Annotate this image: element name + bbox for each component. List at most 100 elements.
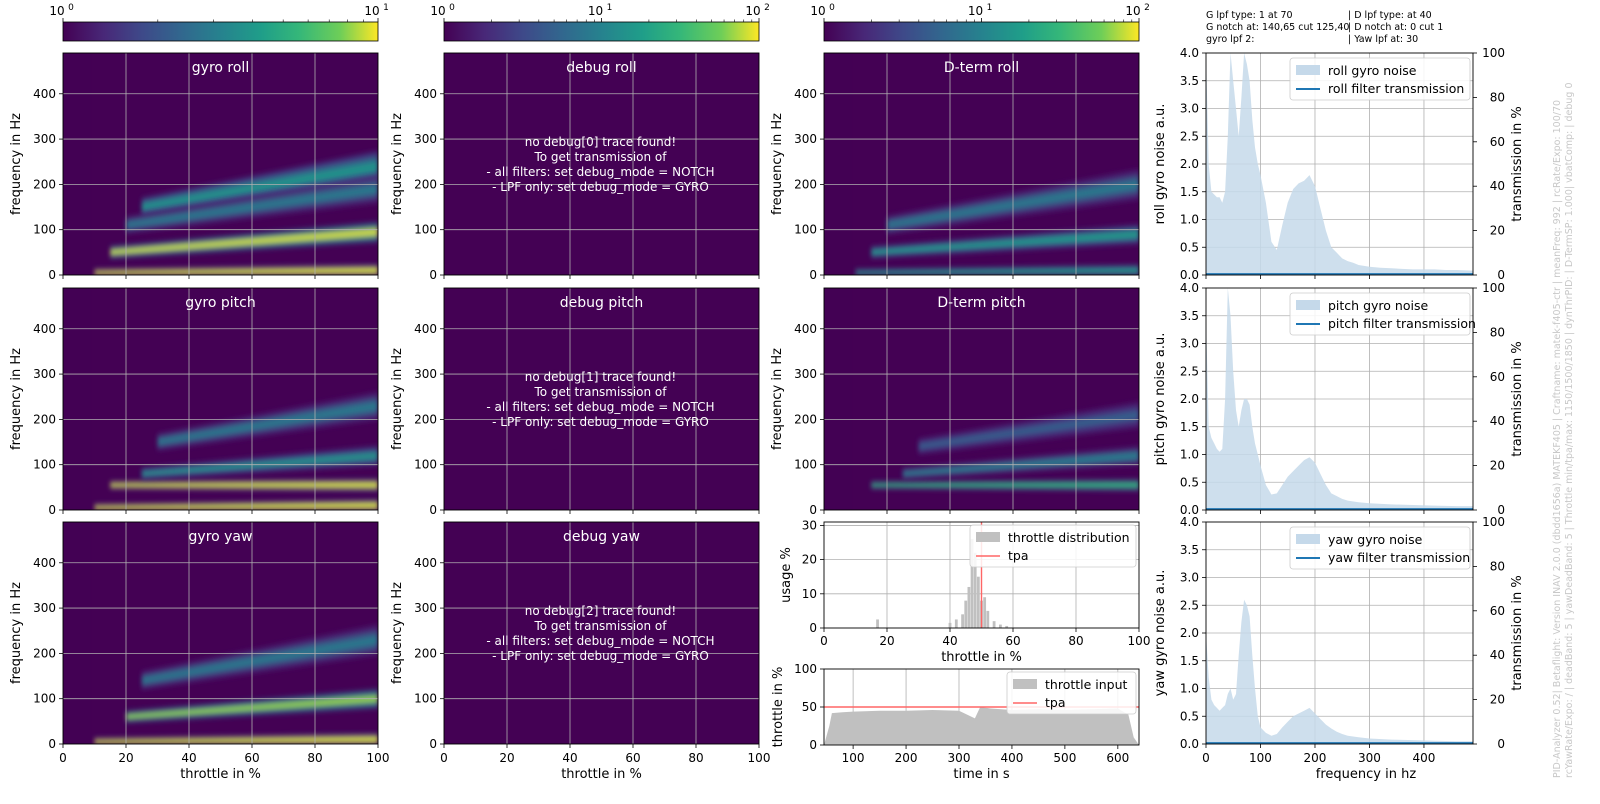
legend-noise-label: yaw gyro noise	[1328, 532, 1423, 547]
y-tick-label: 1.0	[1180, 213, 1199, 227]
noise-y-label: roll gyro noise a.u.	[1153, 104, 1168, 225]
colorbar-tick-label: 10	[968, 4, 983, 18]
x-tick-label: 400	[1000, 751, 1023, 765]
y-tick-label: 100	[414, 692, 437, 706]
y-tick-label: 2.5	[1180, 364, 1199, 378]
right-tick-label: 60	[1490, 370, 1505, 384]
colorbar-tick-label: 10	[745, 4, 760, 18]
y-tick-label: 200	[414, 646, 437, 660]
legend-box	[1289, 526, 1471, 570]
throttle-distribution-plot: 0 20 40 60 80 100 0 10 20 30 throttle distribution…	[779, 518, 1150, 665]
heatmap-low-throttle	[63, 288, 92, 510]
y-tick-label: 3.0	[1180, 337, 1199, 351]
y-axis-label: frequency in Hz	[9, 348, 24, 450]
x-tick-label: 80	[688, 751, 703, 765]
hist-bar	[976, 576, 980, 628]
colorbars: 10 0 10 1 10 0 10 1 10 2 10 0 10 1 10 2	[49, 3, 1150, 42]
colorbar-tick-exponent: 1	[607, 3, 613, 13]
right-tick-label: 40	[1490, 179, 1505, 193]
spectrogram-debug-yaw: 0 20 40 60 80 100 0 100 200 300 400 debug yaw freque…	[390, 521, 770, 782]
heatmap-body	[63, 522, 378, 744]
heatmap-band	[871, 225, 1139, 258]
y-tick-label: 300	[33, 132, 56, 146]
y-tick-label: 400	[414, 556, 437, 570]
noise-legend: yaw gyro noise yaw filter transmission	[1289, 526, 1471, 570]
y-tick-label: 2.5	[1180, 129, 1199, 143]
colorbar-tick-label: 10	[810, 4, 825, 18]
y-tick-label: 2.5	[1180, 598, 1199, 612]
header-right-line-1: | D lpf type: at 40	[1348, 10, 1432, 21]
x-tick-label: 20	[499, 751, 514, 765]
colorbar-tick-exponent: 2	[1144, 3, 1150, 13]
heatmap-band	[157, 392, 378, 451]
right-tick-label: 80	[1490, 90, 1505, 104]
colorbar-tick-exponent: 2	[764, 3, 770, 13]
x-tick-label: 60	[1005, 634, 1020, 648]
y-tick-label: 1.5	[1180, 185, 1199, 199]
heatmap-low-throttle	[824, 53, 853, 275]
colorbar-gyro: 10 0 10 1	[49, 3, 389, 42]
throttle-x-label: throttle in %	[941, 650, 1022, 665]
hist-bar	[992, 621, 996, 628]
x-axis-label: throttle in %	[180, 767, 261, 782]
y-tick-label: 3.5	[1180, 74, 1199, 88]
noise-plot-yaw: 0 100 200 300 4000.00.51.01.52.02.53.03.54.0…	[1153, 515, 1525, 782]
spectrogram-title: gyro pitch	[185, 295, 255, 311]
x-tick-label: 600	[1106, 751, 1129, 765]
heatmap-band-layer	[94, 502, 378, 510]
y-tick-label: 50	[802, 700, 817, 714]
right-tick-label: 100	[1482, 515, 1505, 529]
colorbar-tick-label: 10	[364, 4, 379, 18]
empty-debug-background	[444, 522, 759, 744]
colorbar-tick-label: 10	[588, 4, 603, 18]
x-tick-label: 100	[842, 751, 865, 765]
spectrogram-title: debug roll	[566, 60, 636, 76]
noise-area-group	[1206, 53, 1473, 275]
spectrogram-debug-pitch: 0 100 200 300 400 debug pitch frequency in Hz n…	[390, 287, 760, 517]
heatmap-band	[141, 446, 378, 480]
colorbar-dterm: 10 0 10 1 10 2	[810, 3, 1150, 42]
debug-message-line: no debug[0] trace found!	[525, 135, 676, 149]
spectrogram-title: D-term pitch	[937, 295, 1025, 311]
x-tick-label: 100	[367, 751, 390, 765]
y-axis-label: frequency in Hz	[9, 113, 24, 215]
heatmap-low-throttle	[63, 53, 92, 275]
heatmap-band-layer	[141, 452, 378, 476]
y-tick-label: 4.0	[1180, 515, 1199, 529]
noise-area-group	[1206, 288, 1473, 510]
legend-fill-label: throttle input	[1045, 677, 1128, 692]
side-text-line-1: PID-Analyzer 0.52| Betaflight: Version I…	[1552, 100, 1563, 778]
x-tick-label: 400	[1413, 751, 1436, 765]
hist-bar	[954, 619, 958, 628]
hist-bar	[999, 624, 1002, 628]
heatmap-low-throttle	[63, 522, 92, 744]
colorbar-tick-exponent: 0	[68, 3, 74, 13]
y-axis-label: frequency in Hz	[390, 582, 405, 684]
right-tick-label: 20	[1490, 224, 1505, 238]
heatmap-band	[141, 151, 378, 216]
x-tick-label: 40	[562, 751, 577, 765]
heatmap-band	[110, 479, 378, 491]
heatmap-body	[63, 288, 378, 510]
heatmap-band-layer	[94, 736, 378, 744]
y-tick-label: 200	[794, 412, 817, 426]
legend-filter-label: roll filter transmission	[1328, 81, 1464, 96]
right-tick-label: 80	[1490, 325, 1505, 339]
y-tick-label: 0	[809, 503, 817, 517]
right-tick-label: 100	[1482, 46, 1505, 60]
noise-area	[1206, 288, 1473, 510]
y-tick-label: 0.0	[1180, 268, 1199, 282]
heatmap-band	[94, 265, 378, 275]
y-tick-label: 400	[794, 322, 817, 336]
heatmap-band-layer	[110, 482, 378, 488]
heatmap-band	[855, 265, 1139, 275]
legend-tpa-label: tpa	[1045, 695, 1066, 710]
throttle-y-label: throttle in %	[771, 667, 786, 748]
spectrogram-dterm-pitch: 0 100 200 300 400 D-term pitch frequency in Hz	[770, 287, 1140, 517]
y-tick-label: 1.0	[1180, 682, 1199, 696]
y-tick-label: 200	[33, 646, 56, 660]
axes-frame	[62, 287, 379, 511]
hist-bar	[1005, 625, 1009, 628]
x-tick-label: 0	[1202, 751, 1210, 765]
